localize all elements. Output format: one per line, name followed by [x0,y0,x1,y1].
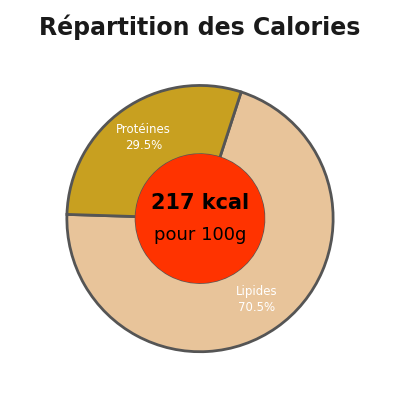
Circle shape [136,155,264,282]
Text: Lipides
70.5%: Lipides 70.5% [236,285,278,314]
Wedge shape [67,86,241,216]
Wedge shape [67,92,333,352]
Text: pour 100g: pour 100g [154,226,246,244]
Text: 217 kcal: 217 kcal [151,193,249,213]
Text: Protéines
29.5%: Protéines 29.5% [116,124,171,152]
Title: Répartition des Calories: Répartition des Calories [39,15,361,40]
